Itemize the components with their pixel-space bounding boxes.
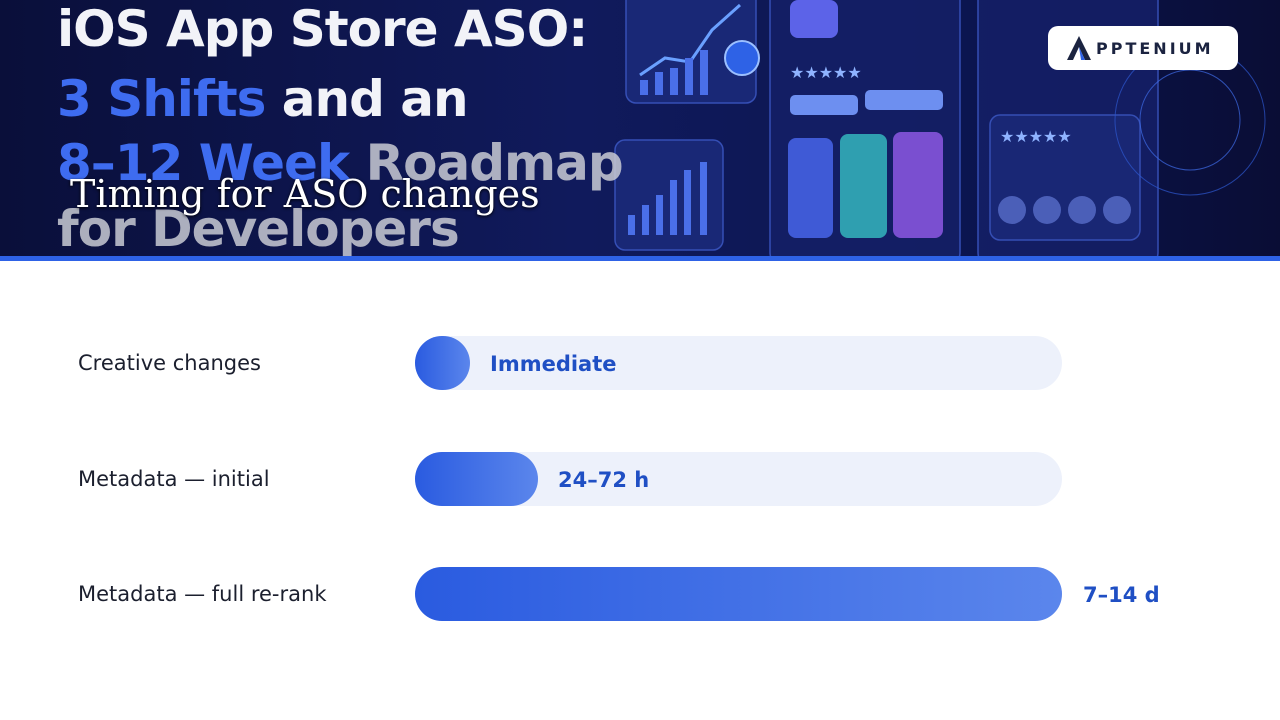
value-label: 24–72 h [558, 468, 650, 492]
title-line: 3 Shifts and an [57, 70, 469, 128]
logo[interactable]: PPTENIUM [1048, 26, 1238, 70]
title-segment: for Developers [57, 200, 460, 256]
title-segment: iOS App Store ASO: [57, 0, 588, 58]
title-line: iOS App Store ASO: [57, 0, 588, 58]
title-segment: Roadmap [349, 134, 624, 192]
bar-track [415, 336, 1062, 390]
svg-text:★★★★★: ★★★★★ [1000, 127, 1072, 146]
bar [415, 567, 1062, 621]
banner-rule [0, 256, 1280, 261]
title-segment: and an [265, 70, 469, 128]
title-segment: 3 Shifts [57, 70, 266, 128]
overlay-title: Timing for ASO changes [70, 172, 540, 216]
value-label: Immediate [490, 352, 617, 376]
bar [415, 336, 470, 390]
title-segment: 8–12 Week [57, 134, 350, 192]
svg-text:★★★★★: ★★★★★ [790, 63, 862, 82]
row-label: Metadata — initial [78, 467, 270, 491]
value-label: 7–14 d [1083, 583, 1160, 607]
row-label: Creative changes [78, 351, 261, 375]
banner: ★★★★★ ★★★★★ iOS App Store ASO: 3 Shifts a… [0, 0, 1280, 256]
title-line: for Developers [57, 200, 460, 256]
bar [415, 452, 538, 506]
logo-text: PPTENIUM [1096, 38, 1214, 58]
row-label: Metadata — full re-rank [78, 582, 327, 606]
title-line: 8–12 Week Roadmap [57, 134, 624, 192]
logo-icon [1067, 36, 1091, 60]
